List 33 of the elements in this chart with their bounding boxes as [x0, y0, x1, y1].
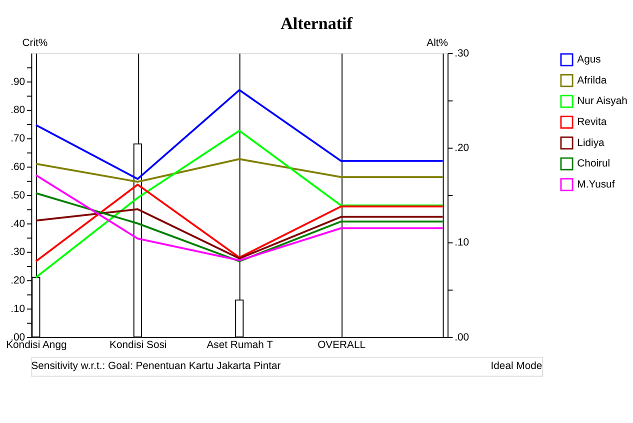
y2-axis-title: Alt% [426, 38, 448, 50]
x-tick-label: OVERALL [318, 340, 366, 351]
y2-tick-label: .20 [454, 143, 470, 154]
y-tick-label: .40 [10, 218, 26, 230]
legend-label: Lidiya [577, 138, 605, 149]
line-series [35, 89, 444, 180]
text: Ideal Mode [490, 361, 542, 372]
x-tick-label: Kondisi Sosi [110, 340, 167, 351]
legend-label: Revita [577, 117, 607, 128]
y-tick-label: .30 [10, 247, 26, 258]
y-tick-label: .50 [10, 190, 26, 202]
y-tick-label: .20 [10, 276, 26, 287]
y2-tick-label: .10 [454, 238, 470, 249]
legend-label: Agus [577, 54, 601, 66]
line-series [35, 208, 444, 260]
y-tick-label: .70 [10, 134, 26, 145]
chart-title: Alternatif [280, 14, 353, 33]
x-tick-label: Kondisi Angg [6, 340, 67, 351]
y-axis-title: Crit% [22, 38, 48, 50]
y-tick-label: .10 [10, 304, 26, 315]
y2-tick-label: .00 [454, 332, 470, 344]
legend-label: Nur Aisyah [577, 96, 628, 108]
line-series [35, 158, 444, 183]
legend-label: Afrilda [577, 75, 607, 86]
x-tick-label: Aset Rumah T [206, 340, 274, 351]
legend-label: M.Yusuf [577, 179, 615, 190]
line-series [35, 130, 444, 278]
y2-tick-label: .30 [454, 48, 470, 60]
text: Sensitivity w.r.t.: Goal: Penentuan Kartu Jakarta Pintar [31, 361, 282, 372]
legend-label: Choirul [577, 158, 610, 170]
y-tick-label: .60 [10, 162, 26, 173]
y-tick-label: .80 [10, 105, 26, 116]
y-tick-label: .90 [10, 76, 26, 88]
